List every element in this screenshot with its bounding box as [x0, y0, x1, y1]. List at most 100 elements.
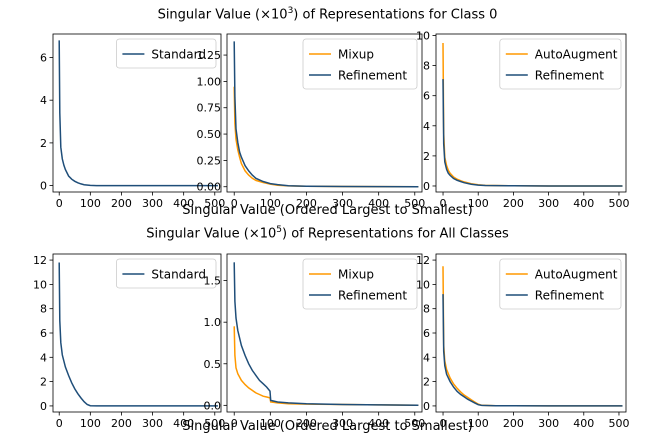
row-title-all-classes: Singular Value (×105) of Representations…	[146, 225, 509, 242]
x-tick-label: 0	[440, 197, 447, 210]
legend-box	[499, 38, 622, 90]
x-tick-label: 200	[296, 417, 317, 430]
y-tick-label: 2	[40, 137, 47, 150]
series-line-refinement	[233, 41, 419, 188]
legend-label-mixup: Mixup	[338, 268, 374, 282]
legend-label-refinement: Refinement	[535, 289, 604, 303]
y-tick-label: 0	[40, 400, 47, 413]
x-tick-label: 300	[142, 197, 163, 210]
legend-label-autoaugment: AutoAugment	[535, 48, 618, 62]
x-tick-label: 500	[204, 417, 225, 430]
legend: Mixup Refinement	[302, 38, 418, 90]
y-tick-label: 4	[423, 351, 430, 364]
x-tick-label: 200	[111, 417, 132, 430]
axes-frame	[435, 33, 627, 193]
series-line-refinement	[442, 294, 623, 407]
x-tick-label: 300	[332, 417, 353, 430]
x-tick-label: 300	[332, 197, 353, 210]
legend-label-standard: Standard	[151, 268, 206, 282]
x-tick-label: 200	[111, 197, 132, 210]
x-tick-label: 100	[468, 417, 489, 430]
y-tick-label: 1.5	[204, 275, 222, 288]
series-line-mixup	[233, 86, 419, 188]
x-axis-label-row-1: Singular Value (Ordered Largest to Small…	[182, 203, 473, 218]
y-tick-label: 1.25	[197, 49, 222, 62]
legend-box	[116, 38, 217, 69]
series-line-refinement	[442, 79, 623, 187]
x-tick-label: 500	[608, 417, 629, 430]
series-line-standard	[58, 40, 218, 187]
y-tick-label: 12	[33, 254, 47, 267]
subplot-r0-c0: 0 100 200 300 400 500 0 2 4 6 Standard	[40, 33, 225, 210]
y-tick-label: 6	[423, 327, 430, 340]
x-tick-label: 500	[404, 197, 425, 210]
legend-box	[499, 258, 622, 310]
legend-label-refinement: Refinement	[338, 289, 407, 303]
axes-frame	[226, 33, 423, 193]
axes-frame	[226, 253, 423, 413]
y-tick-label: 8	[423, 60, 430, 73]
y-tick-label: 4	[423, 120, 430, 133]
x-tick-label: 300	[538, 197, 559, 210]
legend: Mixup Refinement	[302, 258, 418, 310]
x-tick-label: 0	[56, 197, 63, 210]
y-tick-label: 10	[416, 30, 430, 43]
series-line-mixup	[233, 326, 419, 407]
y-tick-label: 2	[40, 376, 47, 389]
y-tick-label: 0	[40, 180, 47, 193]
x-tick-label: 0	[440, 417, 447, 430]
x-tick-label: 0	[56, 417, 63, 430]
x-tick-label: 500	[404, 417, 425, 430]
x-tick-label: 400	[173, 417, 194, 430]
x-tick-label: 0	[231, 197, 238, 210]
x-tick-label: 100	[80, 197, 101, 210]
y-tick-label: 0.00	[197, 181, 222, 194]
y-tick-label: 4	[40, 94, 47, 107]
axes-frame	[52, 33, 222, 193]
x-tick-label: 100	[260, 417, 281, 430]
legend-label-autoaugment: AutoAugment	[535, 268, 618, 282]
y-tick-label: 4	[40, 351, 47, 364]
x-tick-label: 200	[296, 197, 317, 210]
y-tick-label: 0.0	[204, 399, 222, 412]
x-tick-label: 300	[142, 417, 163, 430]
legend-label-standard: Standard	[151, 48, 206, 62]
y-tick-label: 2	[423, 376, 430, 389]
x-tick-label: 400	[368, 197, 389, 210]
series-line-standard	[58, 262, 218, 407]
legend: AutoAugment Refinement	[499, 258, 622, 310]
legend: AutoAugment Refinement	[499, 38, 622, 90]
y-tick-label: 0.5	[204, 358, 222, 371]
y-tick-label: 1.0	[204, 316, 222, 329]
series-line-refinement	[233, 262, 419, 407]
x-tick-label: 200	[503, 197, 524, 210]
row-title-class-0: Singular Value (×103) of Representations…	[157, 6, 498, 23]
y-tick-label: 12	[416, 254, 430, 267]
legend: Standard	[116, 38, 217, 69]
x-axis-label-row-2: Singular Value (Ordered Largest to Small…	[182, 419, 473, 434]
subplot-r0-c1: 0 100 200 300 400 500 0.00 0.25 0.50 0.75 1.00 1.25…	[197, 33, 425, 210]
y-tick-label: 0	[423, 180, 430, 193]
x-tick-label: 500	[608, 197, 629, 210]
legend: Standard	[116, 258, 217, 289]
legend-box	[116, 258, 217, 289]
y-tick-label: 0.25	[197, 154, 222, 167]
legend-label-mixup: Mixup	[338, 48, 374, 62]
subplot-r1-c2: 0 100 200 300 400 500 0 2 4 6 8 10 12 AutoAugment Refi…	[416, 253, 629, 430]
x-tick-label: 400	[173, 197, 194, 210]
x-tick-label: 400	[573, 417, 594, 430]
legend-box	[302, 38, 418, 90]
legend-box	[302, 258, 418, 310]
x-tick-label: 100	[80, 417, 101, 430]
y-tick-label: 6	[423, 90, 430, 103]
y-tick-label: 6	[40, 51, 47, 64]
y-tick-label: 1.00	[197, 75, 222, 88]
y-tick-label: 2	[423, 150, 430, 163]
x-tick-label: 300	[538, 417, 559, 430]
x-tick-label: 0	[231, 417, 238, 430]
y-tick-label: 10	[416, 278, 430, 291]
x-tick-label: 200	[503, 417, 524, 430]
legend-label-refinement: Refinement	[338, 69, 407, 83]
y-tick-label: 10	[33, 278, 47, 291]
